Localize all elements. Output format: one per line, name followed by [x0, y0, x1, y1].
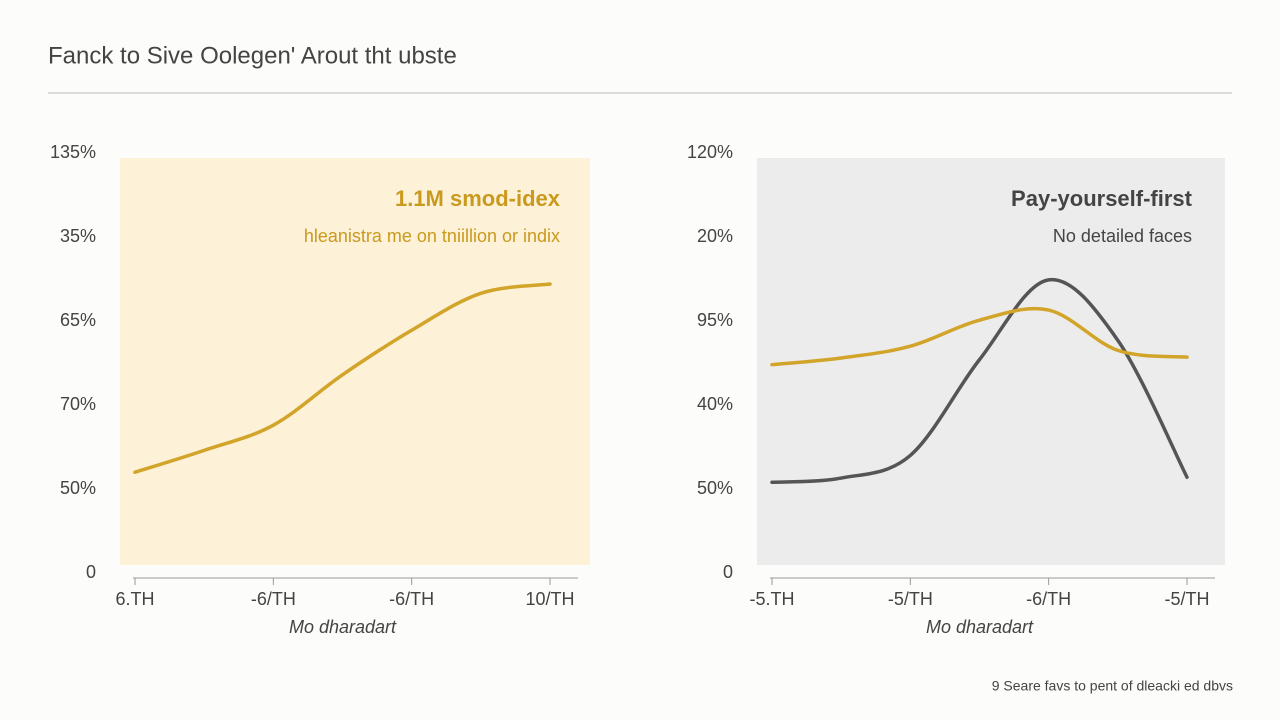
y-tick-label: 135%	[50, 142, 96, 162]
y-tick-label: 70%	[60, 394, 96, 414]
chart-title: Pay-yourself-first	[1011, 186, 1193, 211]
chart-subtitle: No detailed faces	[1053, 226, 1192, 246]
x-tick-label: -5/TH	[1165, 589, 1210, 609]
y-tick-label: 0	[723, 562, 733, 582]
y-tick-label: 20%	[697, 226, 733, 246]
y-tick-label: 65%	[60, 310, 96, 330]
x-tick-label: -5/TH	[888, 589, 933, 609]
y-tick-label: 50%	[697, 478, 733, 498]
x-tick-label: -6/TH	[251, 589, 296, 609]
y-tick-label: 50%	[60, 478, 96, 498]
x-axis-label: Mo dharadart	[926, 617, 1034, 637]
y-tick-label: 40%	[697, 394, 733, 414]
x-tick-label: 6.TH	[115, 589, 154, 609]
x-tick-label: -6/TH	[389, 589, 434, 609]
plot-panel	[120, 158, 590, 565]
x-tick-label: -6/TH	[1026, 589, 1071, 609]
x-axis-label: Mo dharadart	[289, 617, 397, 637]
chart-subtitle: hleanistra me on tniillion or indix	[304, 226, 560, 246]
y-tick-label: 95%	[697, 310, 733, 330]
y-tick-label: 0	[86, 562, 96, 582]
x-tick-label: 10/TH	[525, 589, 574, 609]
footer: 9 Seare favs to pent of dleacki ed dbvs	[992, 678, 1233, 694]
page-title: Fanck to Sive Oolegen' Arout tht ubste	[48, 42, 457, 69]
plot-panel	[757, 158, 1225, 565]
chart-title: 1.1M smod-idex	[395, 186, 561, 211]
y-tick-label: 35%	[60, 226, 96, 246]
line-series	[133, 282, 552, 474]
x-tick-label: -5.TH	[750, 589, 795, 609]
line-series	[770, 306, 1189, 367]
y-tick-label: 120%	[687, 142, 733, 162]
